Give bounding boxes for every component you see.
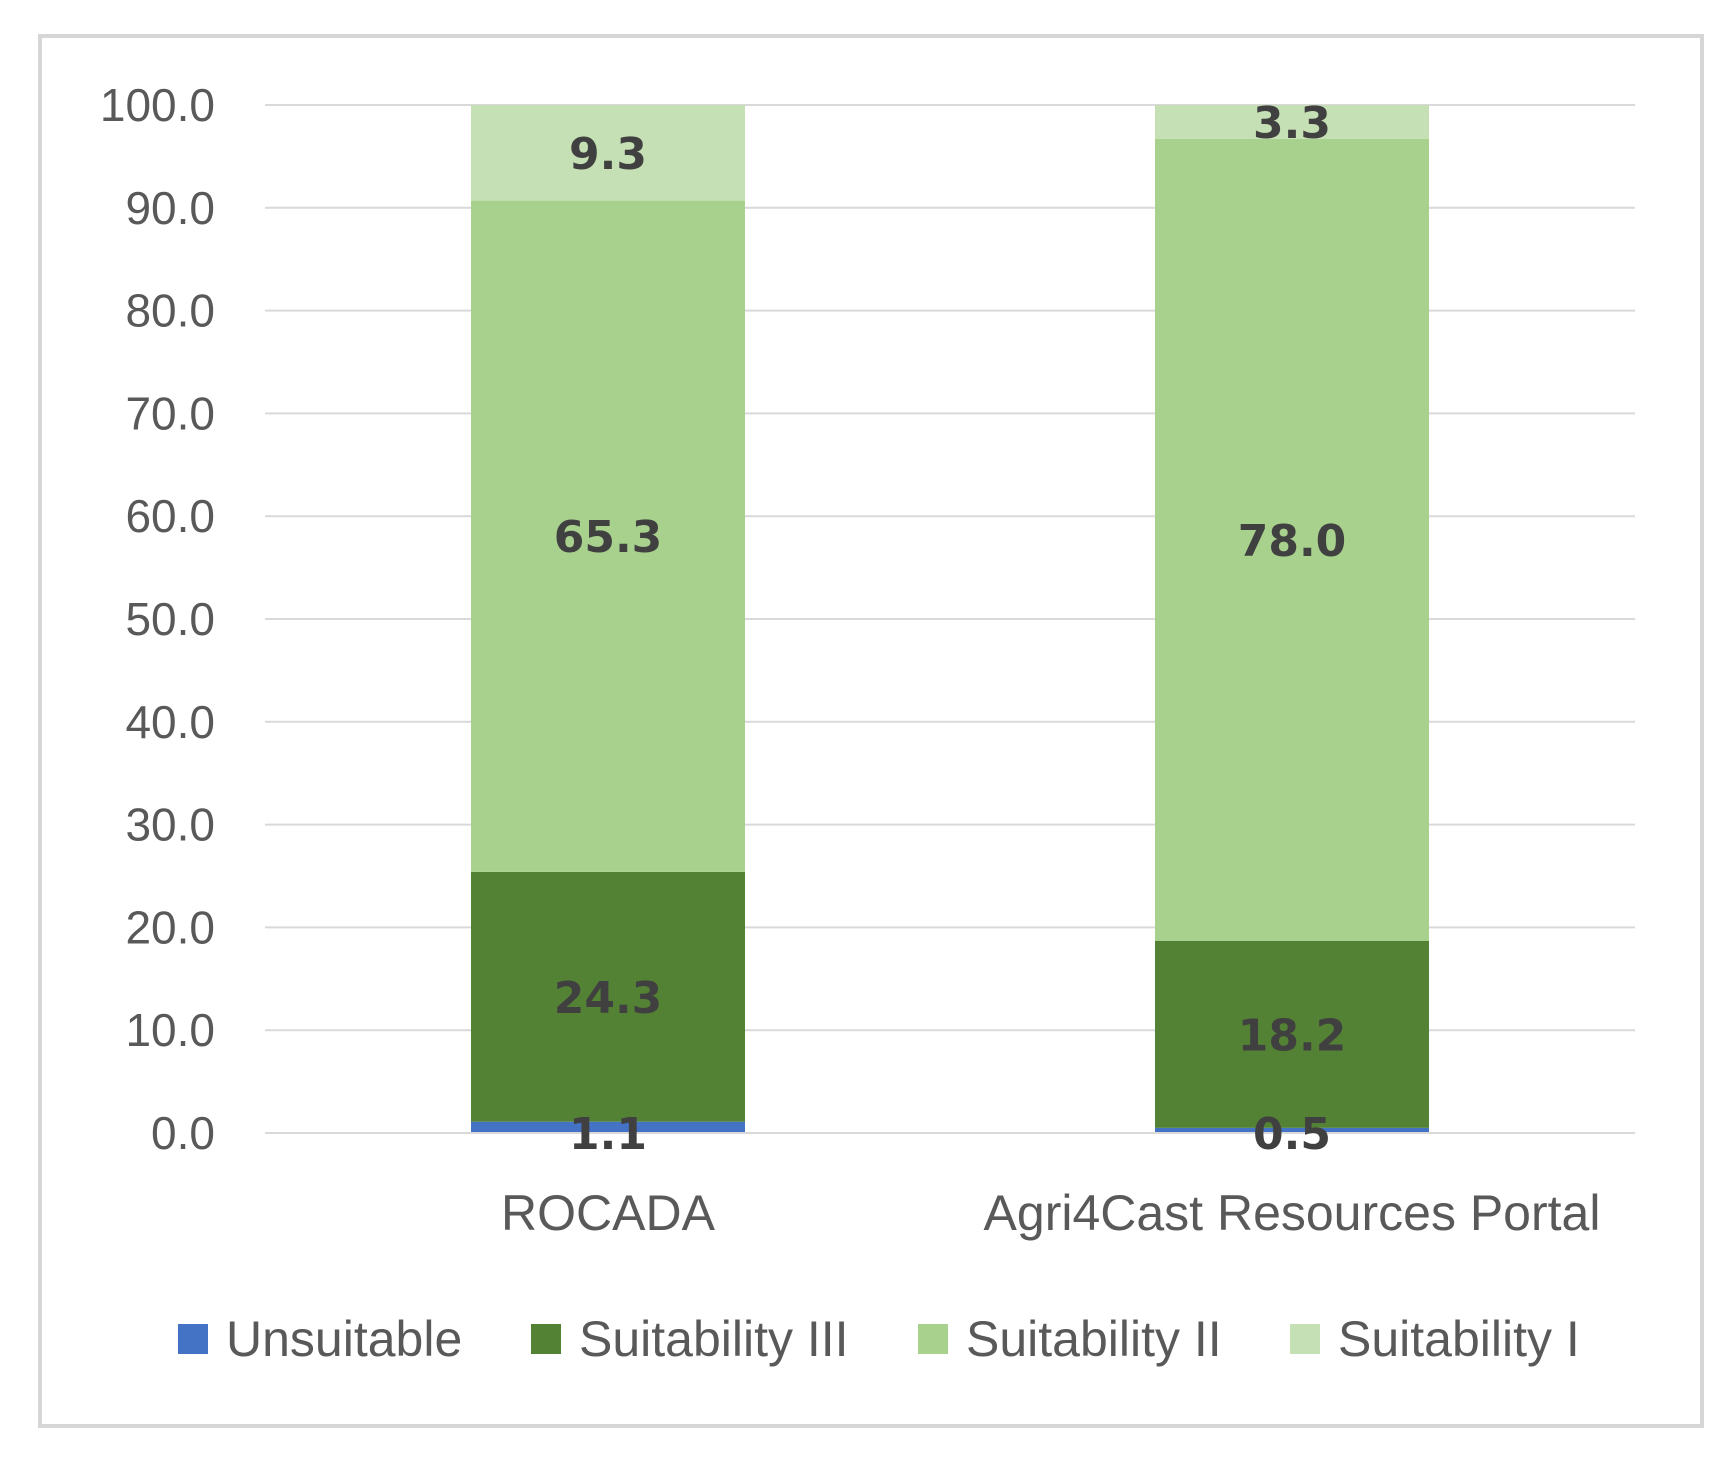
bar-segment-suitability-ii xyxy=(1155,138,1429,941)
data-label: 78.0 xyxy=(1238,516,1347,567)
legend-label: Suitability II xyxy=(966,1311,1222,1367)
data-label: 0.5 xyxy=(1253,1109,1331,1160)
bar-segment-suitability-iii xyxy=(471,871,745,1122)
bar-segment-unsuitable xyxy=(1155,1127,1429,1133)
legend-label: Unsuitable xyxy=(226,1311,462,1367)
data-label: 3.3 xyxy=(1253,98,1331,149)
legend-label: Suitability III xyxy=(579,1311,849,1367)
bar-segment-suitability-ii xyxy=(471,200,745,872)
legend-label: Suitability I xyxy=(1338,1311,1580,1367)
bar-segment-unsuitable xyxy=(471,1121,745,1133)
legend-swatch xyxy=(178,1324,208,1354)
legend-swatch xyxy=(918,1324,948,1354)
bars xyxy=(471,105,1429,1133)
bar-segment-suitability-i xyxy=(1155,105,1429,139)
y-tick-label: 100.0 xyxy=(100,79,215,131)
y-tick-label: 80.0 xyxy=(125,285,215,337)
y-tick-label: 60.0 xyxy=(125,490,215,542)
y-tick-label: 70.0 xyxy=(125,387,215,439)
y-axis-tick-labels: 0.0 10.0 20.0 30.0 40.0 50.0 60.0 70.0 80.0 90.0 1… xyxy=(100,79,215,1159)
legend-swatch xyxy=(1290,1324,1320,1354)
x-category-label: Agri4Cast Resources Portal xyxy=(984,1185,1601,1241)
data-label: 24.3 xyxy=(554,973,663,1024)
bar-segment-suitability-iii xyxy=(1155,940,1429,1128)
y-tick-label: 20.0 xyxy=(125,901,215,953)
data-label: 65.3 xyxy=(554,512,663,563)
bar-segment-suitability-i xyxy=(471,105,745,201)
y-tick-label: 90.0 xyxy=(125,182,215,234)
y-tick-label: 50.0 xyxy=(125,593,215,645)
y-tick-label: 0.0 xyxy=(151,1107,215,1159)
data-labels: 1.1 24.3 65.3 9.3 0.5 18.2 78.0 3.3 xyxy=(554,98,1347,1160)
legend-swatch xyxy=(531,1324,561,1354)
gridlines xyxy=(265,104,1635,1032)
y-tick-label: 40.0 xyxy=(125,696,215,748)
legend: Unsuitable Suitability III Suitability II S… xyxy=(178,1311,1580,1367)
y-tick-label: 10.0 xyxy=(125,1004,215,1056)
data-label: 9.3 xyxy=(569,129,647,180)
y-tick-label: 30.0 xyxy=(125,799,215,851)
x-axis-category-labels: ROCADA Agri4Cast Resources Portal xyxy=(501,1185,1600,1241)
x-category-label: ROCADA xyxy=(501,1185,716,1241)
data-label: 18.2 xyxy=(1238,1010,1347,1061)
data-label: 1.1 xyxy=(569,1109,647,1160)
